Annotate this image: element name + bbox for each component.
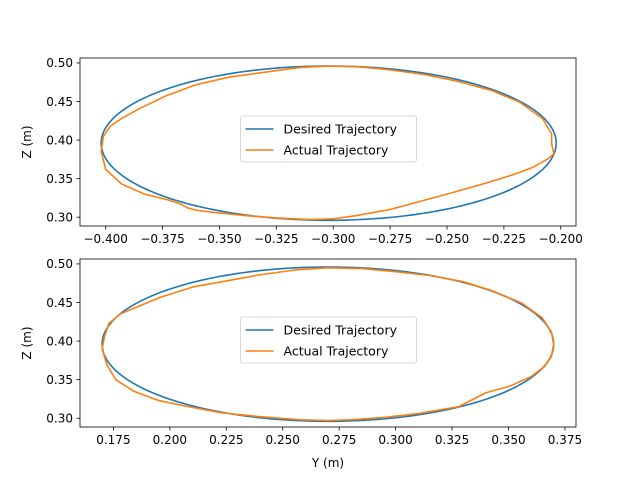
bottom-trajectory-chart: 0.175 0.200 0.225 0.250 0.275 0.300 0.325 0.350… xyxy=(20,257,582,470)
x-tick-label: −0.300 xyxy=(311,232,355,246)
y-tick-label: 0.30 xyxy=(46,412,73,426)
x-tick-label: −0.275 xyxy=(368,232,412,246)
x-tick-label: −0.400 xyxy=(83,232,127,246)
series-line-actual-trajectory xyxy=(100,65,555,221)
top-trajectory-chart: −0.400 −0.375 −0.350 −0.325 −0.300 −0.275 −0.2… xyxy=(20,56,583,246)
x-tick-label: 0.250 xyxy=(266,433,300,447)
x-tick-label: −0.200 xyxy=(539,232,583,246)
x-tick-label: −0.250 xyxy=(425,232,469,246)
legend-label: Actual Trajectory xyxy=(284,344,389,359)
y-tick-label: 0.40 xyxy=(46,133,73,147)
y-tick-label: 0.35 xyxy=(46,373,73,387)
y-axis-label: Z (m) xyxy=(20,326,34,359)
axes-frame xyxy=(79,57,577,227)
x-tick-label: −0.375 xyxy=(140,232,184,246)
legend-label: Desired Trajectory xyxy=(284,323,398,338)
x-tick-label: 0.275 xyxy=(322,433,356,447)
x-tick-label: 0.325 xyxy=(435,433,469,447)
y-axis-label: Z (m) xyxy=(20,125,34,158)
x-tick-label: 0.350 xyxy=(491,433,525,447)
legend: Desired Trajectory Actual Trajectory xyxy=(240,115,417,163)
y-tick-label: 0.30 xyxy=(46,211,73,225)
y-tick-label: 0.40 xyxy=(46,334,73,348)
x-tick-label: −0.225 xyxy=(482,232,526,246)
x-tick-label: 0.300 xyxy=(378,433,412,447)
x-tick-label: −0.325 xyxy=(254,232,298,246)
series-line-desired-trajectory xyxy=(100,65,558,222)
y-tick-label: 0.45 xyxy=(46,95,73,109)
x-axis-label: Y (m) xyxy=(311,456,344,470)
y-tick-label: 0.35 xyxy=(46,172,73,186)
legend-label: Desired Trajectory xyxy=(284,122,398,137)
x-tick-label: 0.175 xyxy=(96,433,130,447)
axes-frame xyxy=(79,258,577,428)
x-tick-label: 0.375 xyxy=(548,433,582,447)
legend-box xyxy=(240,316,417,364)
x-tick-label: −0.350 xyxy=(197,232,241,246)
x-tick-label: 0.225 xyxy=(209,433,243,447)
legend: Desired Trajectory Actual Trajectory xyxy=(240,316,417,364)
y-tick-label: 0.45 xyxy=(46,296,73,310)
y-tick-label: 0.50 xyxy=(46,257,73,271)
x-tick-label: 0.200 xyxy=(153,433,187,447)
legend-box xyxy=(240,115,417,163)
series-line-actual-trajectory xyxy=(101,266,555,422)
y-tick-label: 0.50 xyxy=(46,56,73,70)
legend-label: Actual Trajectory xyxy=(284,143,389,158)
